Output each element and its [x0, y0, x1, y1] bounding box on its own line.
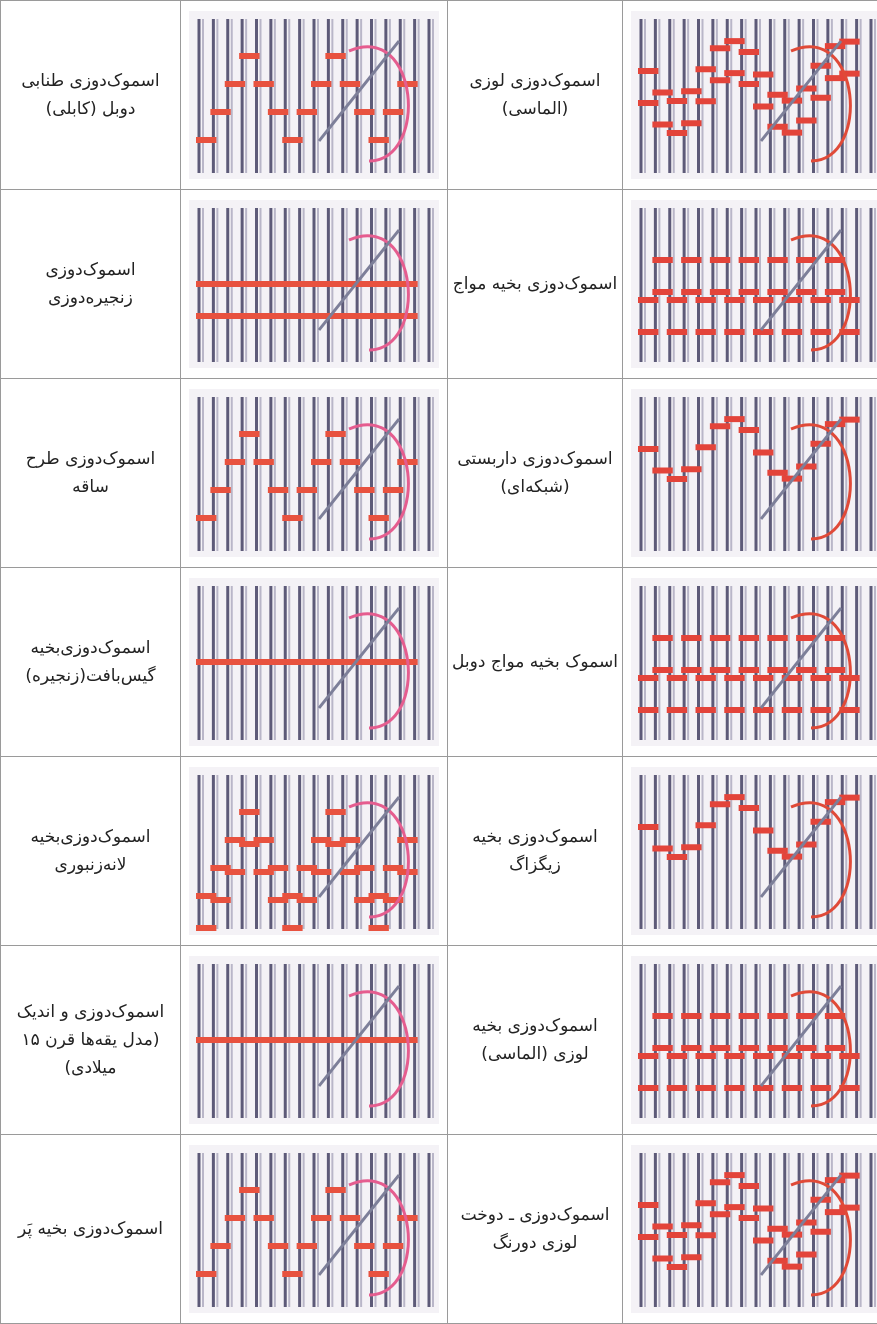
thread	[348, 990, 410, 1108]
thread	[348, 423, 410, 541]
image-cell	[622, 945, 877, 1135]
image-cell	[180, 756, 448, 946]
needle	[317, 607, 401, 709]
table-row: اسموک‌دوزی ـ دوخت لوزی دورنگ اسموک‌دوزی ب…	[0, 1134, 877, 1324]
stitch-label: اسموک‌دوزی بخیه مواج	[447, 189, 623, 379]
stitch-illustration	[631, 200, 877, 368]
stitch-illustration	[189, 389, 439, 557]
stitch-illustration	[189, 767, 439, 935]
image-cell	[622, 1134, 877, 1324]
table-row: اسموک بخیه مواج دوبل اسموک‌دوزی‌بخیه گیس‌…	[0, 567, 877, 757]
image-cell	[622, 378, 877, 568]
stitch-illustration	[189, 11, 439, 179]
image-cell	[180, 567, 448, 757]
fabric	[631, 578, 877, 746]
stitch-label: اسموک‌دوزی‌بخیه لانه‌زنبوری	[0, 756, 181, 946]
thread	[790, 234, 852, 352]
stitch-illustration	[189, 200, 439, 368]
thread	[790, 1179, 852, 1297]
needle	[317, 796, 401, 898]
thread	[790, 612, 852, 730]
stitch-label: اسموک‌دوزی بخیه پَر	[0, 1134, 181, 1324]
thread	[348, 801, 410, 919]
stitch-label: اسموک‌دوزی داربستی (شبکه‌ای)	[447, 378, 623, 568]
thread	[348, 45, 410, 163]
table-row: اسموک‌دوزی لوزی (الماسی) اسموک‌دوزی طنابی…	[0, 0, 877, 190]
stitch-label: اسموک‌دوزی لوزی (الماسی)	[447, 0, 623, 190]
image-cell	[180, 189, 448, 379]
image-cell	[622, 189, 877, 379]
stitch-label: اسموک‌دوزی‌بخیه گیس‌بافت(زنجیره)	[0, 567, 181, 757]
thread	[790, 801, 852, 919]
stitch-illustration	[631, 578, 877, 746]
table-row: اسموک‌دوزی بخیه مواج اسموک‌دوزی زنجیره‌دو…	[0, 189, 877, 379]
needle	[759, 418, 843, 520]
thread	[790, 45, 852, 163]
stitch-illustration	[631, 767, 877, 935]
stitch-label: اسموک‌دوزی و اندیک (مدل یقه‌ها قرن ۱۵ می…	[0, 945, 181, 1135]
stitch-illustration	[631, 1145, 877, 1313]
image-cell	[622, 756, 877, 946]
thread	[790, 423, 852, 541]
stitch-illustration	[631, 956, 877, 1124]
stitch-illustration	[631, 389, 877, 557]
thread	[348, 1179, 410, 1297]
image-cell	[180, 378, 448, 568]
image-cell	[622, 0, 877, 190]
thread	[790, 990, 852, 1108]
needle	[759, 607, 843, 709]
table-row: اسموک‌دوزی بخیه لوزی (الماسی) اسموک‌دوزی …	[0, 945, 877, 1135]
needle	[317, 985, 401, 1087]
image-cell	[180, 945, 448, 1135]
stitch-label: اسموک‌دوزی زنجیره‌دوزی	[0, 189, 181, 379]
needle	[759, 985, 843, 1087]
stitch-label: اسموک‌دوزی ـ دوخت لوزی دورنگ	[447, 1134, 623, 1324]
needle	[317, 418, 401, 520]
stitch-label: اسموک‌دوزی طرح ساقه	[0, 378, 181, 568]
stitch-illustration	[631, 11, 877, 179]
needle	[317, 229, 401, 331]
table-row: اسموک‌دوزی بخیه زیگزاگ اسموک‌دوزی‌بخیه لا…	[0, 756, 877, 946]
thread	[348, 234, 410, 352]
needle	[759, 1174, 843, 1276]
stitch-illustration	[189, 578, 439, 746]
thread	[348, 612, 410, 730]
stitch-illustration	[189, 956, 439, 1124]
fabric	[631, 956, 877, 1124]
fabric	[631, 200, 877, 368]
needle	[759, 40, 843, 142]
stitch-label: اسموک بخیه مواج دوبل	[447, 567, 623, 757]
stitch-label: اسموک‌دوزی بخیه زیگزاگ	[447, 756, 623, 946]
needle	[317, 1174, 401, 1276]
needle	[317, 40, 401, 142]
image-cell	[180, 0, 448, 190]
needle	[759, 229, 843, 331]
needle	[759, 796, 843, 898]
table-row: اسموک‌دوزی داربستی (شبکه‌ای) اسموک‌دوزی ط…	[0, 378, 877, 568]
stitch-label: اسموک‌دوزی بخیه لوزی (الماسی)	[447, 945, 623, 1135]
stitch-illustration	[189, 1145, 439, 1313]
stitch-label: اسموک‌دوزی طنابی دوبل (کابلی)	[0, 0, 181, 190]
image-cell	[622, 567, 877, 757]
image-cell	[180, 1134, 448, 1324]
